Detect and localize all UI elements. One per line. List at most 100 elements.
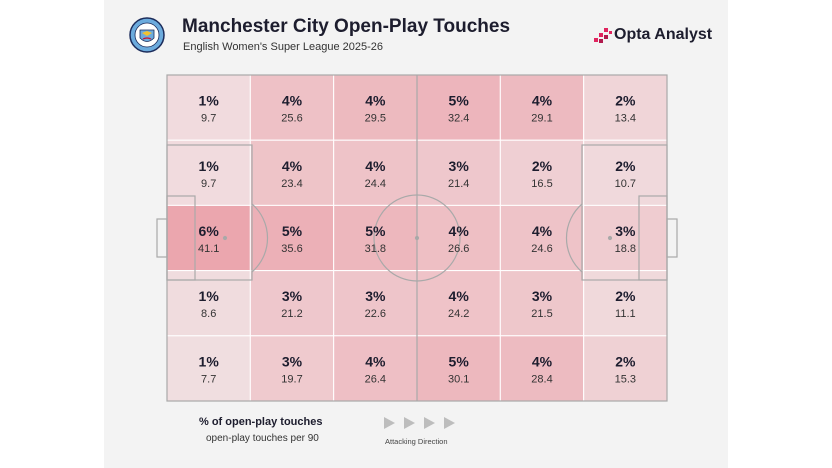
club-crest-logo xyxy=(129,17,165,53)
opta-analyst-wordmark: Opta Analyst xyxy=(614,26,713,43)
cell-percent-label: 2% xyxy=(615,158,636,174)
cell-percent-label: 4% xyxy=(365,158,386,174)
heatmap-cell xyxy=(333,74,418,141)
heatmap-cell xyxy=(333,204,418,272)
cell-per90-label: 15.3 xyxy=(615,373,636,385)
cell-per90-label: 21.5 xyxy=(531,308,552,320)
direction-arrow-icon xyxy=(444,417,455,429)
cell-per90-label: 13.4 xyxy=(615,113,636,125)
cell-percent-label: 3% xyxy=(449,158,470,174)
heatmap-cell xyxy=(249,204,335,272)
cell-per90-label: 16.5 xyxy=(531,178,552,190)
cell-per90-label: 29.1 xyxy=(531,113,552,125)
heatmap-cell xyxy=(166,270,251,337)
cell-per90-label: 9.7 xyxy=(201,113,216,125)
heatmap-cell xyxy=(416,139,501,206)
cell-percent-label: 4% xyxy=(365,353,386,369)
cell-per90-label: 25.6 xyxy=(281,113,302,125)
right-goal xyxy=(666,218,678,258)
cell-per90-label: 26.4 xyxy=(365,373,386,385)
cell-percent-label: 2% xyxy=(615,93,636,109)
cell-percent-label: 1% xyxy=(199,93,220,109)
opta-analyst-logo xyxy=(594,28,612,43)
heatmap-cell xyxy=(166,204,251,272)
cell-percent-label: 3% xyxy=(282,353,303,369)
cell-per90-label: 28.4 xyxy=(531,373,552,385)
cell-percent-label: 5% xyxy=(365,223,386,239)
cell-percent-label: 2% xyxy=(532,158,553,174)
right-penalty-arc xyxy=(565,203,583,273)
left-goal xyxy=(156,218,168,258)
pitch-heatmap: 1% 9.7 4% 25.6 4% 29.5 5% 32.4 4% 29.1 2% 13.4 1% 9.7… xyxy=(156,74,678,402)
cell-percent-label: 4% xyxy=(282,158,303,174)
heatmap-cell xyxy=(416,204,501,272)
heatmap-cell xyxy=(416,270,501,337)
cell-percent-label: 1% xyxy=(199,288,220,304)
cell-per90-label: 10.7 xyxy=(615,178,636,190)
cell-percent-label: 2% xyxy=(615,353,636,369)
cell-per90-label: 19.7 xyxy=(281,373,302,385)
heatmap-cell xyxy=(499,139,585,206)
cell-percent-label: 6% xyxy=(199,223,220,239)
heatmap-cell xyxy=(166,139,251,206)
cell-per90-label: 35.6 xyxy=(281,243,302,255)
cell-per90-label: 21.4 xyxy=(448,178,469,190)
cell-per90-label: 31.8 xyxy=(365,243,386,255)
heatmap-cell xyxy=(333,270,418,337)
cell-percent-label: 2% xyxy=(615,288,636,304)
cell-percent-label: 5% xyxy=(449,93,470,109)
cell-percent-label: 5% xyxy=(282,223,303,239)
heatmap-cell xyxy=(249,74,335,141)
cell-percent-label: 4% xyxy=(449,223,470,239)
cell-per90-label: 23.4 xyxy=(281,178,302,190)
cell-per90-label: 41.1 xyxy=(198,243,219,255)
cell-per90-label: 24.4 xyxy=(365,178,386,190)
cell-per90-label: 18.8 xyxy=(615,243,636,255)
heatmap-cell xyxy=(499,204,585,272)
heatmap-cell xyxy=(499,270,585,337)
direction-arrow-icon xyxy=(424,417,435,429)
centre-spot xyxy=(414,235,420,241)
chart-subtitle: English Women's Super League 2025-26 xyxy=(183,41,384,53)
cell-per90-label: 26.6 xyxy=(448,243,469,255)
attacking-direction-label: Attacking Direction xyxy=(385,437,448,446)
cell-per90-label: 9.7 xyxy=(201,178,216,190)
heatmap-cell xyxy=(166,74,251,141)
cell-per90-label: 22.6 xyxy=(365,308,386,320)
heatmap-cell xyxy=(583,270,668,337)
heatmap-cell xyxy=(249,270,335,337)
cell-percent-label: 4% xyxy=(532,353,553,369)
heatmap-cell xyxy=(583,204,668,272)
cell-per90-label: 8.6 xyxy=(201,308,216,320)
attacking-direction-arrows xyxy=(384,417,455,429)
heatmap-cell xyxy=(499,335,585,402)
left-penalty-arc xyxy=(251,203,269,273)
cell-per90-label: 24.6 xyxy=(531,243,552,255)
cell-percent-label: 3% xyxy=(615,223,636,239)
cell-percent-label: 1% xyxy=(199,353,220,369)
cell-percent-label: 1% xyxy=(199,158,220,174)
direction-arrow-icon xyxy=(404,417,415,429)
cell-percent-label: 4% xyxy=(449,288,470,304)
heatmap-cell xyxy=(499,74,585,141)
cell-percent-label: 4% xyxy=(282,93,303,109)
cell-percent-label: 4% xyxy=(365,93,386,109)
left-penalty-spot xyxy=(222,235,228,241)
chart-title: Manchester City Open-Play Touches xyxy=(182,16,511,37)
cell-per90-label: 21.2 xyxy=(281,308,302,320)
right-penalty-spot xyxy=(607,235,613,241)
cell-percent-label: 4% xyxy=(532,223,553,239)
cell-percent-label: 3% xyxy=(532,288,553,304)
heatmap-cell xyxy=(333,335,418,402)
cell-per90-label: 11.1 xyxy=(615,308,636,320)
cell-per90-label: 32.4 xyxy=(448,113,469,125)
direction-arrow-icon xyxy=(384,417,395,429)
cell-per90-label: 7.7 xyxy=(201,373,216,385)
cell-per90-label: 30.1 xyxy=(448,373,469,385)
legend-title: % of open-play touches xyxy=(199,416,323,428)
cell-percent-label: 5% xyxy=(449,353,470,369)
cell-per90-label: 24.2 xyxy=(448,308,469,320)
heatmap-cell xyxy=(333,139,418,206)
cell-percent-label: 4% xyxy=(532,93,553,109)
heatmap-cell xyxy=(583,139,668,206)
